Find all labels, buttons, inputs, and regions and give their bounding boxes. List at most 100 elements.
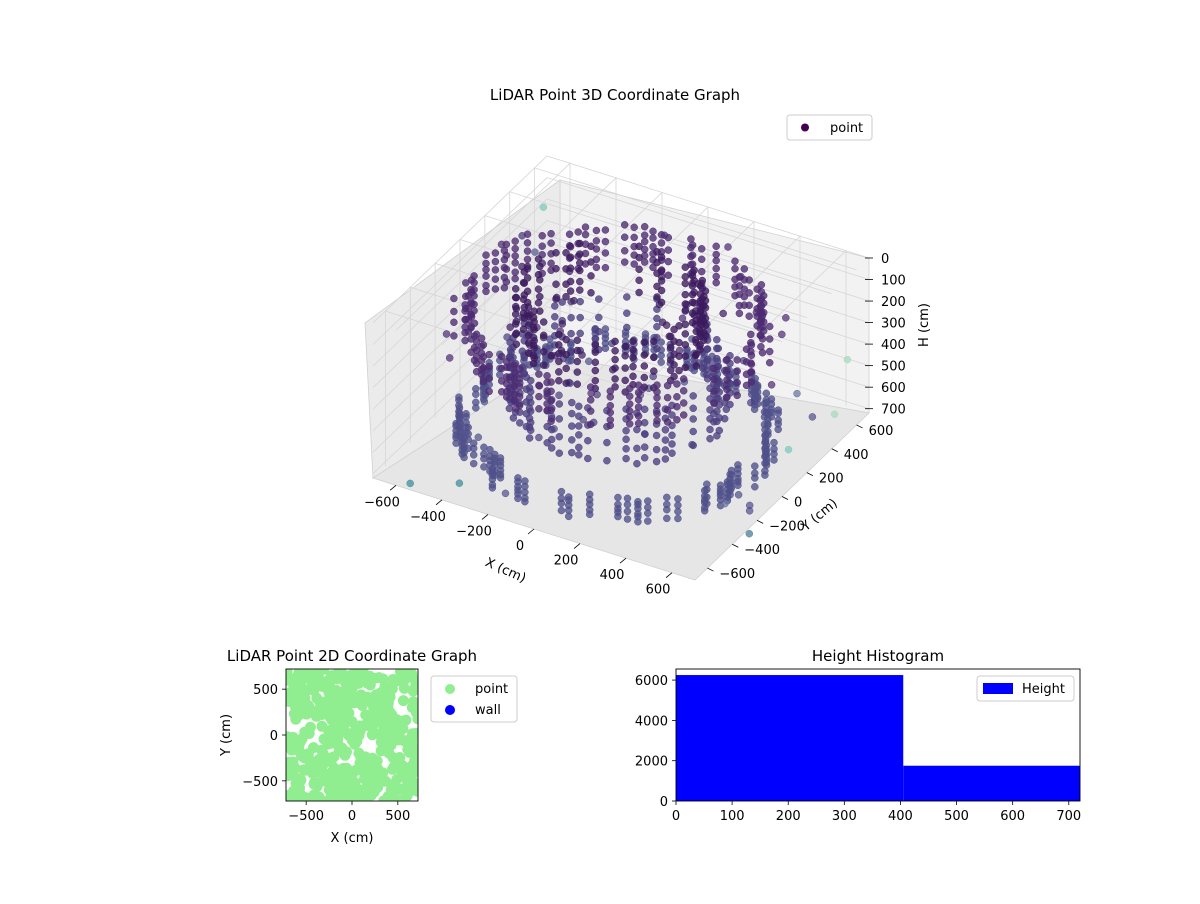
point-3d [485, 374, 493, 382]
point-3d [512, 404, 520, 413]
point-3d [601, 249, 610, 257]
point-3d [606, 401, 615, 410]
point-3d [621, 364, 629, 372]
point-3d [575, 431, 583, 439]
point-3d [765, 347, 774, 356]
point-3d [515, 392, 524, 401]
point-3d [547, 406, 555, 415]
point-3d [747, 330, 755, 339]
point-3d [515, 375, 524, 383]
legend-2d-marker-wall [445, 705, 455, 715]
point-3d [485, 350, 493, 359]
point-3d [808, 413, 817, 421]
point-3d [512, 293, 521, 302]
point-3d [491, 257, 500, 266]
point-3d [674, 514, 682, 523]
chart-2d: LiDAR Point 2D Coordinate Graph −500 0 500… [219, 647, 518, 846]
point-3d [575, 402, 583, 411]
point-3d [713, 417, 721, 426]
point-3d [733, 391, 741, 400]
x-tick-3d [665, 572, 673, 579]
histogram-y-ticks: 0 2000 4000 6000 [635, 674, 676, 810]
point-2d [389, 779, 401, 791]
point-3d [629, 346, 637, 354]
grid-line-z [372, 177, 870, 345]
point-3d [511, 268, 519, 276]
z-axis-label-3d: H (cm) [917, 303, 932, 347]
y-tick-3d [781, 496, 789, 500]
point-2d [362, 720, 374, 732]
point-2d [364, 679, 376, 691]
point-3d [603, 438, 611, 447]
point-3d [756, 296, 765, 305]
point-2d [397, 695, 409, 707]
point-3d [609, 365, 617, 374]
point-3d [733, 356, 741, 364]
point-3d [742, 370, 751, 379]
point-3d [519, 325, 528, 334]
point-2d [347, 792, 359, 801]
chart-3d-title: LiDAR Point 3D Coordinate Graph [490, 86, 740, 104]
point-2d [308, 778, 320, 790]
point-3d [485, 387, 493, 396]
point-3d [567, 329, 575, 338]
point-3d [733, 378, 741, 387]
point-3d [621, 352, 629, 360]
point-3d [703, 345, 712, 353]
point-3d [511, 244, 519, 253]
point-3d [758, 335, 767, 343]
point-3d [500, 263, 509, 272]
point-3d [502, 387, 511, 396]
point-3d [525, 394, 534, 402]
chart-histogram: Height Histogram 0 100 200 300 400 500 600 700 … [635, 647, 1081, 824]
point-3d [601, 237, 610, 246]
point-3d [700, 486, 709, 495]
point-3d [534, 285, 543, 293]
point-3d [625, 420, 634, 428]
point-3d [650, 353, 658, 362]
point-3d [742, 345, 751, 353]
point-3d [770, 438, 778, 447]
point-3d [663, 514, 671, 523]
z-tick-label-3d: 200 [881, 295, 906, 310]
point-3d [793, 389, 801, 398]
point-3d [653, 401, 661, 410]
point-3d [500, 273, 509, 282]
point-3d [661, 426, 670, 434]
point-3d [757, 342, 765, 351]
point-3d [641, 330, 650, 338]
point-3d [606, 408, 615, 417]
point-3d [719, 309, 727, 318]
point-3d [555, 341, 563, 349]
point-3d [587, 272, 595, 280]
point-3d [640, 351, 649, 359]
z-tick-label-3d: 400 [881, 338, 906, 353]
point-3d [696, 282, 705, 290]
y-tick-label-3d: −600 [719, 567, 755, 582]
x-tick-3d [389, 484, 397, 491]
point-3d [525, 414, 534, 423]
point-3d [689, 441, 697, 450]
point-3d [696, 297, 704, 305]
point-3d [714, 344, 723, 353]
point-3d [510, 361, 519, 369]
point-3d [623, 507, 632, 516]
point-2d [322, 738, 334, 750]
point-2d [394, 752, 406, 763]
point-3d [706, 415, 714, 423]
point-3d [606, 416, 615, 424]
point-3d [575, 443, 583, 452]
point-2d [375, 745, 387, 757]
point-3d [587, 389, 595, 398]
point-3d [620, 221, 629, 229]
point-2d [314, 696, 326, 708]
point-3d [601, 263, 610, 272]
y-tick-3d [806, 472, 814, 477]
point-3d [634, 388, 643, 397]
point-2d [324, 793, 336, 801]
y-tick-3d [707, 567, 714, 572]
point-3d [547, 444, 556, 452]
legend-3d-label-point: point [830, 121, 863, 136]
point-2d [346, 716, 358, 728]
